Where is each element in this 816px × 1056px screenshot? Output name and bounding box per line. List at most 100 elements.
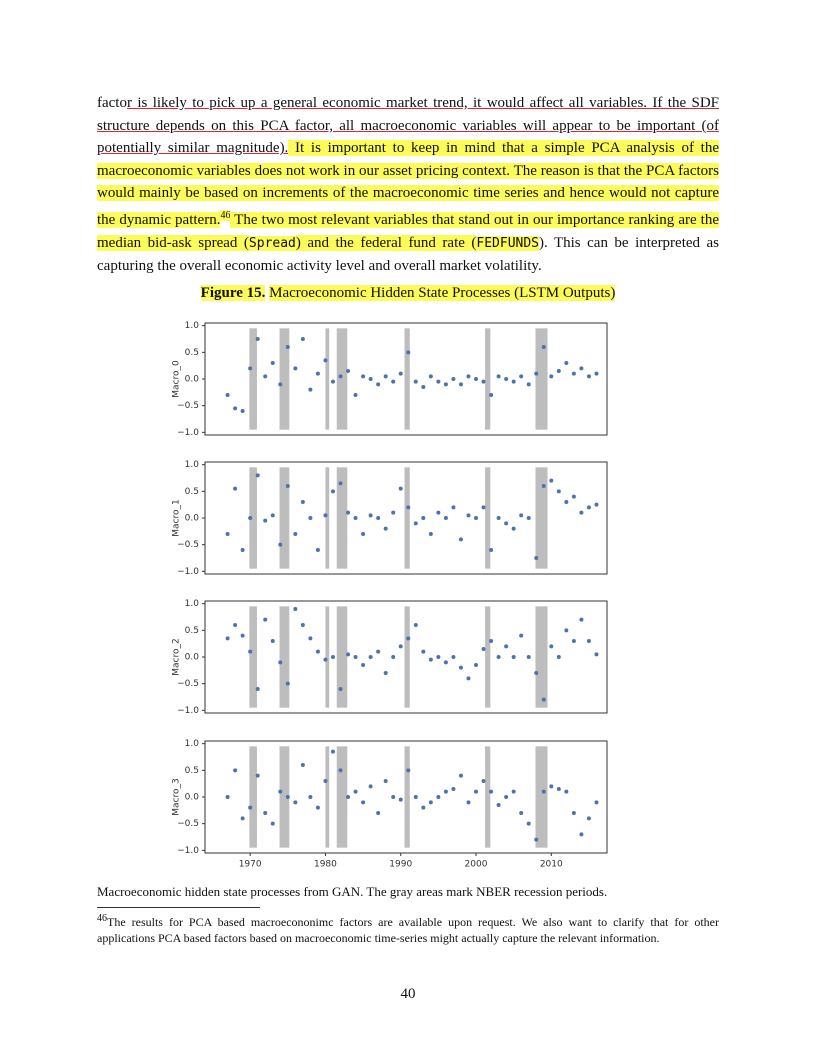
point xyxy=(421,516,426,520)
recession-band xyxy=(336,467,348,569)
point xyxy=(489,548,494,552)
point xyxy=(323,358,328,363)
point xyxy=(466,513,471,518)
point xyxy=(270,821,275,826)
y-tick-label: 1.0 xyxy=(185,739,200,749)
point xyxy=(361,374,366,379)
point xyxy=(413,521,418,526)
point xyxy=(383,374,388,379)
point xyxy=(458,382,463,387)
figure: 1.0 0.5 0.0 −0.5 −1.0 Macro_0 1.0 0.5 0.0 −0.5 −1.… xyxy=(172,321,608,870)
point xyxy=(519,633,524,638)
point xyxy=(571,494,576,499)
point xyxy=(549,644,554,649)
recession-band xyxy=(485,746,491,848)
point xyxy=(353,789,358,794)
point xyxy=(511,655,516,659)
point xyxy=(315,805,320,810)
y-tick-label: −0.5 xyxy=(177,679,199,689)
point xyxy=(255,337,260,341)
point xyxy=(315,548,320,552)
footnote-number: 46 xyxy=(97,913,107,924)
y-tick-label: 0.5 xyxy=(185,487,199,497)
figure-title: Macroeconomic Hidden State Processes (LS… xyxy=(269,285,616,301)
recession-band xyxy=(336,746,348,848)
point xyxy=(451,377,456,381)
point xyxy=(519,374,524,379)
point xyxy=(436,379,441,384)
recession-band xyxy=(404,746,410,848)
text: ). This can be interpreted as capturing … xyxy=(97,234,720,275)
point xyxy=(586,505,591,510)
point xyxy=(481,379,486,384)
y-tick-label: 0.5 xyxy=(185,626,199,636)
point xyxy=(270,361,275,365)
point xyxy=(534,837,539,842)
point xyxy=(436,510,441,515)
point xyxy=(451,787,456,791)
x-tick-label: 2000 xyxy=(465,860,488,870)
point xyxy=(511,379,516,384)
y-tick-label: −1.0 xyxy=(177,846,199,856)
point xyxy=(338,687,343,691)
point xyxy=(353,655,358,659)
point xyxy=(323,513,328,518)
point xyxy=(586,639,591,643)
point xyxy=(300,337,305,341)
point xyxy=(481,505,486,510)
point xyxy=(376,811,381,815)
point xyxy=(293,607,298,611)
footnote-rule xyxy=(97,907,260,908)
point xyxy=(240,633,245,638)
paragraph: factor is likely to pick up a general ec… xyxy=(97,92,719,278)
point xyxy=(406,768,411,773)
point xyxy=(376,516,381,520)
point xyxy=(474,789,479,794)
point xyxy=(376,649,381,654)
code: FEDFUNDS xyxy=(476,235,540,251)
point xyxy=(421,385,426,389)
point xyxy=(293,532,298,536)
point xyxy=(413,379,418,384)
point xyxy=(270,639,275,643)
point xyxy=(308,795,313,799)
point xyxy=(225,532,230,536)
y-tick-label: −0.5 xyxy=(177,819,199,829)
point xyxy=(519,811,524,815)
y-axis-label: Macro_1 xyxy=(172,499,182,536)
point xyxy=(406,350,411,355)
y-tick-label: 1.0 xyxy=(185,321,200,331)
point xyxy=(353,516,358,520)
point xyxy=(586,816,591,821)
point xyxy=(383,779,388,783)
point xyxy=(383,671,388,675)
point xyxy=(338,374,343,379)
point xyxy=(443,789,448,794)
point xyxy=(504,521,509,526)
point xyxy=(376,382,381,387)
point xyxy=(466,374,471,379)
point xyxy=(458,665,463,670)
point xyxy=(504,644,509,649)
point xyxy=(330,379,335,384)
point xyxy=(278,789,283,794)
point xyxy=(330,655,335,659)
point xyxy=(300,500,305,504)
point xyxy=(346,652,351,657)
code: Spread xyxy=(248,235,296,251)
point xyxy=(406,505,411,510)
point xyxy=(466,800,471,805)
point xyxy=(436,655,441,659)
point xyxy=(398,644,403,649)
recession-band xyxy=(249,606,257,708)
point xyxy=(308,516,313,520)
point xyxy=(489,639,494,643)
point xyxy=(338,768,343,773)
recession-band xyxy=(404,606,410,708)
point xyxy=(534,371,539,376)
point xyxy=(474,516,479,520)
y-tick-label: −0.5 xyxy=(177,401,199,411)
recession-band xyxy=(325,467,330,569)
point xyxy=(225,636,230,641)
